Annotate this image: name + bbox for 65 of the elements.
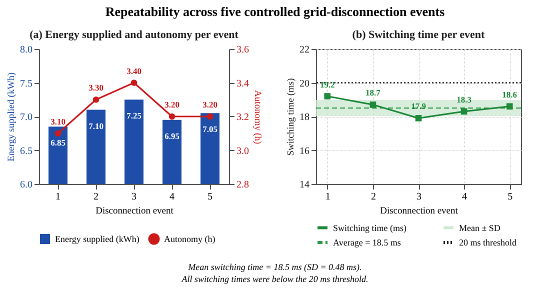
data-label: 3.20 [164, 100, 180, 110]
y2-tick-label: 2.8 [236, 180, 249, 190]
point [506, 103, 513, 110]
text: Repeatability across five controlled grid-disconnection events [104, 4, 446, 20]
x-tick-label: 4 [170, 192, 174, 202]
y2-tick-label: 3.6 [236, 44, 249, 56]
legend-label: 20 ms threshold [459, 238, 517, 248]
y-tick-label: 7.0 [20, 112, 32, 123]
y2-tick-label: 3.2 [236, 112, 249, 123]
data-label: 7.05 [202, 124, 218, 134]
y-tick-label: 6.5 [20, 146, 32, 157]
x-tick-label: 2 [94, 192, 98, 202]
point [370, 102, 376, 108]
y-tick-label: 14 [300, 180, 310, 190]
data-label: 7.10 [88, 120, 104, 131]
chart-title: (a) Energy supplied and autonomy per event [30, 29, 239, 41]
y2-axis-title: Autonomy (h) [252, 90, 262, 144]
data-label: 3.40 [126, 66, 142, 76]
point [460, 108, 468, 115]
legend-label: Switching time (ms) [333, 222, 406, 233]
x-tick-label: 1 [325, 192, 330, 202]
y-tick-label: 16 [300, 146, 310, 157]
data-label: 6.95 [164, 130, 180, 141]
point [92, 96, 100, 103]
y2-tick-label: 3.4 [236, 78, 249, 90]
x-axis-title: Disconnection event [380, 206, 458, 216]
y-tick-label: 8.0 [20, 44, 32, 56]
y-tick-label: 6.0 [20, 180, 32, 190]
data-label: 6.85 [50, 138, 66, 148]
y-tick-label: 22 [300, 44, 310, 56]
x-axis-title: Disconnection event [96, 206, 174, 216]
y-tick-label: 20 [300, 78, 310, 90]
data-label: 7.25 [126, 110, 142, 121]
x-tick-label: 1 [56, 192, 60, 202]
chart-title: (b) Switching time per event [352, 29, 486, 41]
text: All switching times were below the 20 ms threshold. [180, 274, 370, 284]
x-tick-label: 2 [370, 192, 376, 202]
data-label: 18.6 [502, 89, 518, 100]
x-tick-label: 4 [462, 192, 468, 202]
point [415, 115, 422, 122]
y-axis-title: Energy supplied (kWh) [7, 72, 17, 162]
data-label: 18.7 [366, 88, 382, 98]
point [168, 113, 176, 120]
text: Mean switching time = 18.5 ms (SD = 0.48 ms). [187, 262, 363, 272]
legend-label: Autonomy (h) [164, 234, 216, 244]
x-tick-label: 5 [208, 192, 212, 202]
data-label: 18.3 [456, 94, 472, 104]
data-label: 3.10 [50, 116, 66, 126]
y-tick-label: 18 [300, 112, 310, 123]
y2-tick-label: 3.0 [236, 146, 249, 157]
point [324, 93, 331, 100]
legend-label: Energy supplied (kWh) [55, 234, 140, 244]
legend-label: Average = 18.5 ms [333, 238, 402, 248]
legend-label: Mean ± SD [459, 222, 501, 233]
point [130, 80, 138, 86]
data-label: 3.30 [88, 82, 104, 93]
x-tick-label: 5 [508, 192, 513, 202]
point [206, 113, 214, 120]
x-tick-label: 3 [416, 192, 422, 202]
point [54, 130, 62, 137]
data-label: 3.20 [202, 100, 218, 110]
y-axis-title: Switching time (ms) [286, 78, 296, 156]
data-label: 19.2 [320, 79, 335, 90]
y-tick-label: 7.5 [20, 78, 32, 90]
x-tick-label: 3 [132, 192, 136, 202]
